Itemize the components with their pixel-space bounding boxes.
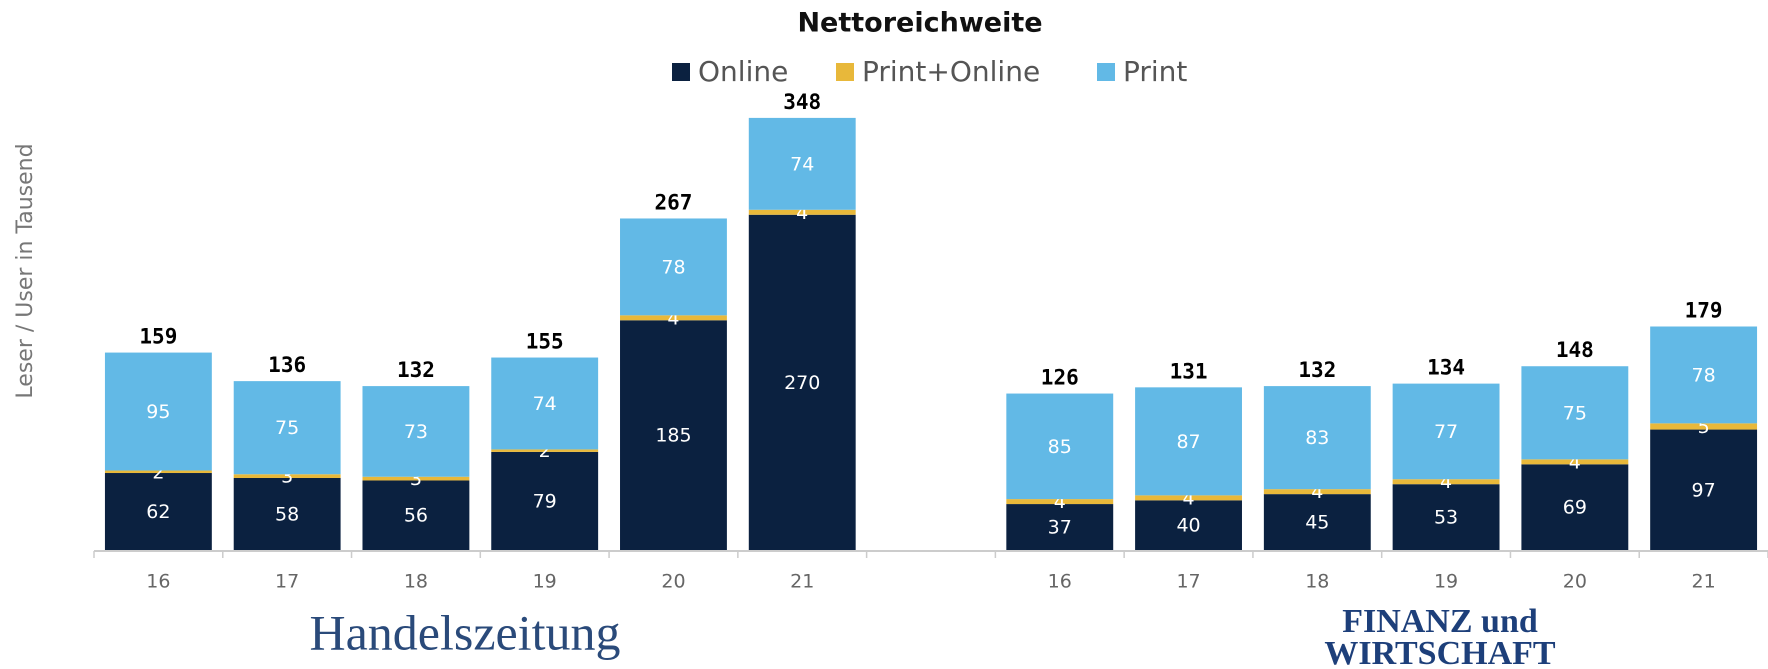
legend-label: Print: [1123, 55, 1187, 88]
bar-segment: [1392, 479, 1500, 485]
bar-segment: [1650, 423, 1758, 430]
data-label: 185: [655, 425, 691, 447]
data-label: 73: [404, 421, 428, 443]
bar-segment: [1135, 387, 1242, 496]
legend-label: Online: [698, 55, 788, 88]
legend-swatch: [672, 63, 690, 81]
x-tick-label: 16: [146, 571, 170, 593]
bar-segment: [362, 476, 470, 481]
bar-segment: [104, 470, 212, 474]
bar-segment: [1006, 499, 1114, 505]
data-label: 77: [1434, 421, 1458, 443]
logo: WIRTSCHAFT: [1324, 635, 1555, 669]
x-tick-label: 18: [404, 571, 428, 593]
data-label: 62: [146, 501, 170, 523]
data-label: 37: [1048, 517, 1072, 539]
total-label: 126: [1041, 366, 1079, 390]
bar-segment: [1263, 494, 1371, 550]
data-label: 83: [1305, 427, 1329, 449]
bar-segment: [1263, 489, 1371, 495]
x-tick-label: 19: [533, 571, 557, 593]
logo: FINANZ und: [1342, 603, 1538, 640]
bar-segment: [748, 209, 856, 215]
bar-segment: [362, 386, 470, 477]
bar-segment: [233, 477, 341, 550]
bar-segment: [1263, 386, 1371, 490]
x-tick-label: 21: [1692, 571, 1716, 593]
data-label: 79: [533, 490, 557, 512]
bar-segment: [362, 480, 470, 550]
total-label: 131: [1170, 359, 1208, 383]
x-tick-label: 21: [790, 571, 814, 593]
data-label: 53: [1434, 507, 1458, 529]
data-label: 56: [404, 505, 428, 527]
data-label: 87: [1176, 431, 1200, 453]
data-label: 85: [1048, 436, 1072, 458]
data-label: 40: [1176, 515, 1200, 537]
bar-segment: [1650, 326, 1758, 424]
bar-segment: [620, 315, 727, 321]
bar-segment: [1135, 495, 1242, 501]
total-label: 179: [1685, 299, 1723, 323]
x-tick-label: 17: [1176, 571, 1200, 593]
legend-swatch: [836, 63, 854, 81]
bar-segment: [620, 218, 727, 316]
logo: Handelszeitung: [309, 604, 620, 660]
x-tick-label: 19: [1434, 571, 1458, 593]
data-label: 74: [790, 153, 814, 175]
data-label: 270: [784, 372, 820, 394]
bar-segment: [1135, 500, 1242, 550]
legend-swatch: [1097, 63, 1115, 81]
data-label: 58: [275, 503, 299, 525]
data-label: 75: [1563, 402, 1587, 424]
x-tick-label: 20: [1563, 571, 1587, 593]
data-label: 78: [661, 256, 685, 278]
data-label: 78: [1692, 364, 1716, 386]
data-label: 95: [146, 401, 170, 423]
x-tick-label: 18: [1305, 571, 1329, 593]
total-label: 132: [397, 358, 435, 382]
bar-segment: [748, 214, 856, 550]
bar-segment: [1521, 464, 1629, 550]
bar-segment: [1392, 484, 1500, 550]
bar-segment: [491, 357, 599, 450]
bar-segment: [1006, 504, 1114, 550]
bar-segment: [233, 381, 341, 475]
bar-segment: [104, 352, 212, 471]
total-label: 148: [1556, 338, 1594, 362]
total-label: 132: [1298, 358, 1336, 382]
x-tick-label: 20: [661, 571, 685, 593]
data-label: 74: [533, 393, 557, 415]
total-label: 155: [526, 330, 564, 354]
bar-segment: [1392, 383, 1500, 480]
bar-segment: [233, 474, 341, 478]
total-label: 267: [654, 190, 692, 214]
total-label: 134: [1427, 356, 1465, 380]
legend-label: Print+Online: [862, 55, 1040, 88]
bar-segment: [748, 117, 856, 210]
data-label: 69: [1563, 497, 1587, 519]
bar-segment: [620, 320, 727, 550]
x-tick-label: 16: [1048, 571, 1072, 593]
bar-segment: [1006, 393, 1114, 500]
y-axis-label: Leser / User in Tausend: [13, 143, 38, 398]
data-label: 75: [275, 417, 299, 439]
bar-segment: [104, 473, 212, 550]
total-label: 348: [783, 90, 821, 114]
x-tick-label: 17: [275, 571, 299, 593]
bar-segment: [1521, 459, 1629, 465]
bar-segment: [491, 449, 599, 452]
total-label: 136: [268, 353, 306, 377]
total-label: 159: [139, 325, 177, 349]
chart-title: Nettoreichweite: [797, 8, 1042, 39]
bar-segment: [1521, 366, 1629, 460]
data-label: 97: [1692, 479, 1716, 501]
data-label: 45: [1305, 512, 1329, 534]
bar-segment: [1650, 429, 1758, 550]
bar-segment: [491, 451, 599, 550]
